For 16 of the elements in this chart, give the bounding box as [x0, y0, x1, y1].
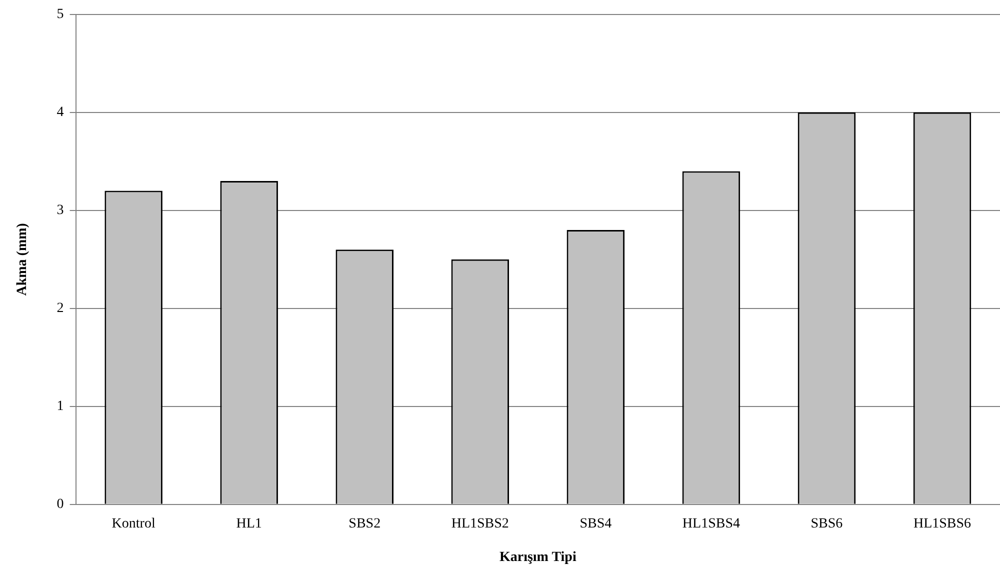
- y-axis-title: Akma (mm): [15, 222, 30, 296]
- x-tick-label: HL1SBS2: [451, 516, 509, 532]
- x-tick-label: HL1SBS6: [913, 516, 972, 532]
- x-tick-label: HL1SBS4: [682, 516, 740, 532]
- y-tick-label: 1: [56, 399, 64, 414]
- x-axis-title: Karışım Tipi: [499, 550, 576, 566]
- x-tick-label: SBS4: [580, 516, 612, 532]
- y-tick-label: 3: [56, 203, 64, 218]
- y-tick-label: 0: [56, 497, 64, 512]
- x-tick-label: HL1: [236, 516, 262, 532]
- x-tick-label: SBS6: [810, 516, 843, 532]
- y-tick-label: 2: [56, 301, 64, 316]
- x-tick-label: Kontrol: [112, 516, 156, 532]
- y-tick-label: 5: [56, 7, 64, 22]
- y-tick-label: 4: [56, 105, 64, 120]
- x-tick-label: SBS2: [348, 516, 381, 532]
